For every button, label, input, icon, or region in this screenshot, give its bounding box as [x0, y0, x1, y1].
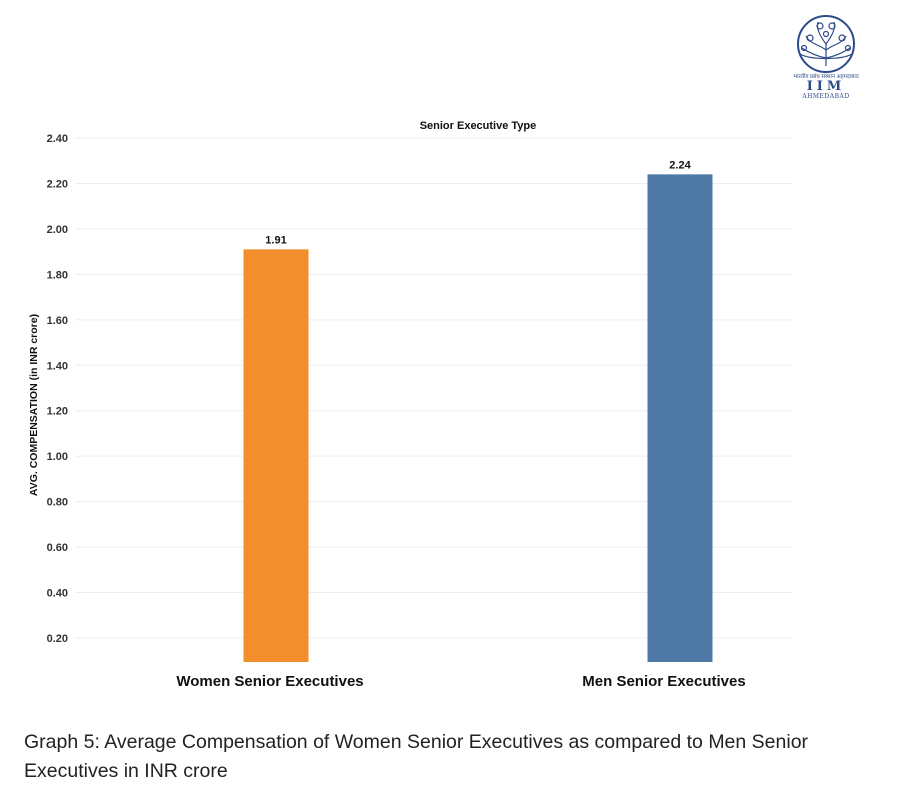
y-tick-label: 2.00 [47, 224, 68, 236]
data-labels: 1.91 2.24 [265, 159, 691, 246]
logo-hindi-text: भारतीय प्रबंध संस्थान अहमदाबाद [793, 73, 859, 80]
y-tick-label: 1.20 [47, 406, 68, 418]
y-tick-label: 0.40 [47, 588, 68, 600]
tree-emblem-icon [799, 21, 853, 66]
y-axis-ticks: 0.20 0.40 0.60 0.80 1.00 1.20 1.40 1.60 1.80 2.00… [47, 133, 68, 645]
chart-title: Senior Executive Type [420, 120, 537, 132]
category-label: Men Senior Executives [582, 673, 745, 690]
y-tick-label: 0.60 [47, 542, 68, 554]
y-tick-label: 0.80 [47, 497, 68, 509]
category-labels: Women Senior Executives Men Senior Execut… [176, 673, 745, 690]
y-tick-label: 0.20 [47, 633, 68, 645]
bar [243, 249, 309, 662]
y-tick-label: 2.20 [47, 178, 68, 190]
iim-ahmedabad-logo: भारतीय प्रबंध संस्थान अहमदाबाद IIM AHMED… [793, 15, 859, 100]
bars [243, 174, 713, 662]
y-tick-label: 1.80 [47, 269, 68, 281]
figure-caption: Graph 5: Average Compensation of Women S… [24, 731, 809, 782]
y-tick-label: 1.00 [47, 451, 68, 463]
y-tick-label: 1.60 [47, 315, 68, 327]
logo-city: AHMEDABAD [801, 93, 849, 100]
category-label: Women Senior Executives [176, 673, 363, 690]
bar [647, 174, 713, 662]
bar-chart: 0.20 0.40 0.60 0.80 1.00 1.20 1.40 1.60 1.80 2.00… [28, 120, 792, 690]
data-label: 2.24 [669, 159, 691, 171]
logo-name: IIM [807, 79, 846, 94]
y-tick-label: 1.40 [47, 360, 68, 372]
y-tick-label: 2.40 [47, 133, 68, 145]
data-label: 1.91 [265, 234, 286, 246]
y-axis-label: AVG. COMPENSATION (in INR crore) [28, 314, 40, 496]
